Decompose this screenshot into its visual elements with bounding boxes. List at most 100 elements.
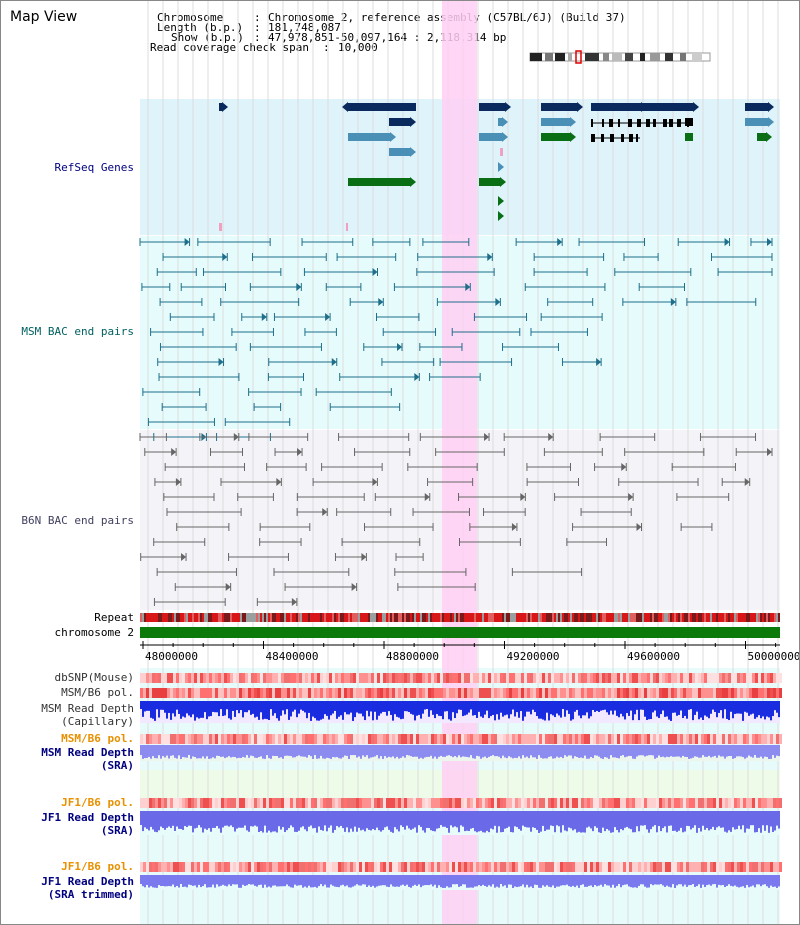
jf1-polymorphism-cell (470, 798, 473, 808)
msm-capillary-depth-bar (166, 701, 168, 719)
msm-polymorphism-cell (419, 688, 422, 698)
jf1-polymorphism-cell (149, 862, 152, 872)
jf1-trimmed-depth-bar (572, 875, 574, 886)
msm-capillary-depth-bar (656, 701, 658, 717)
jf1-polymorphism-cell (341, 798, 344, 808)
refseq-gene[interactable] (541, 133, 570, 141)
repeat-element (676, 613, 678, 622)
jf1-polymorphism-cell (185, 862, 188, 872)
msm-polymorphism-cell (377, 688, 380, 698)
msm-sra-depth-bar (442, 745, 444, 757)
refseq-gene[interactable] (348, 103, 416, 111)
msm-polymorphism-cell (749, 734, 752, 744)
msm-polymorphism-cell (329, 734, 332, 744)
msm-sra-depth-bar (484, 745, 486, 757)
refseq-gene[interactable] (389, 148, 410, 156)
gene-strand-arrow (768, 117, 774, 127)
bac-end-arrow (397, 343, 403, 351)
msm-polymorphism-cell (494, 688, 497, 698)
dbsnp-density-cell (146, 673, 149, 683)
msm-capillary-depth-bar (420, 701, 422, 719)
dbsnp-density-cell (425, 673, 428, 683)
repeat-element (354, 613, 356, 622)
selected-region-highlight[interactable] (442, 0, 477, 925)
refseq-gene[interactable] (389, 118, 410, 126)
refseq-gene[interactable] (500, 148, 503, 156)
refseq-gene[interactable] (219, 103, 222, 111)
jf1-sra-depth-bar (294, 811, 296, 832)
refseq-gene[interactable] (479, 103, 505, 111)
dbsnp-density-cell (716, 673, 719, 683)
jf1-sra-depth-bar (652, 811, 654, 827)
dbsnp-density-cell (359, 673, 362, 683)
msm-polymorphism-cell (383, 688, 386, 698)
msm-sra-depth-bar (356, 745, 358, 758)
msm-sra-depth-bar (180, 745, 182, 759)
repeat-element (452, 613, 454, 622)
refseq-gene[interactable] (541, 103, 577, 111)
refseq-gene[interactable] (348, 133, 390, 141)
jf1-polymorphism-cell (311, 798, 314, 808)
msm-capillary-depth-bar (776, 701, 778, 713)
dbsnp-density-cell (767, 673, 770, 683)
repeat-element (680, 613, 682, 622)
refseq-gene[interactable] (745, 103, 768, 111)
msm-polymorphism-cell (158, 734, 161, 744)
refseq-gene[interactable] (348, 178, 410, 186)
bac-end-arrow (767, 448, 772, 456)
jf1-sra-depth-bar (582, 811, 584, 833)
jf1-polymorphism-cell (356, 798, 359, 808)
repeat-element (600, 613, 602, 622)
msm-sra-depth-bar (700, 745, 702, 758)
chromosome-bar[interactable] (140, 627, 780, 638)
repeat-element (278, 613, 280, 622)
refseq-gene[interactable] (757, 133, 766, 141)
msm-sra-depth-bar (240, 745, 242, 759)
refseq-gene[interactable] (498, 118, 502, 126)
refseq-gene[interactable] (745, 118, 768, 126)
msm-sra-depth-bar (188, 745, 190, 756)
refseq-gene[interactable] (642, 103, 693, 111)
jf1-polymorphism-cell (275, 862, 278, 872)
jf1-polymorphism-cell (158, 862, 161, 872)
msm-polymorphism-cell (227, 688, 230, 698)
refseq-gene[interactable] (591, 103, 641, 111)
msm-sra-depth-bar (720, 745, 722, 757)
dbsnp-density-cell (704, 673, 707, 683)
repeat-element (622, 613, 624, 622)
jf1-polymorphism-cell (245, 862, 248, 872)
bac-end-arrow (331, 358, 337, 366)
jf1-trimmed-depth-bar (768, 875, 770, 888)
jf1-polymorphism-cell (260, 798, 263, 808)
repeat-element (550, 613, 552, 622)
dbsnp-density-cell (218, 673, 221, 683)
msm-polymorphism-cell (575, 734, 578, 744)
msm-polymorphism-cell (590, 688, 593, 698)
msm-sra-depth-bar (184, 745, 186, 758)
msm-polymorphism-cell (158, 688, 161, 698)
msm-polymorphism-cell (338, 688, 341, 698)
refseq-gene[interactable] (219, 223, 222, 231)
info-length-value: 181,748,087 (268, 21, 341, 34)
axis-tick-label: 49200000 (507, 650, 560, 663)
msm-capillary-depth-bar (570, 701, 572, 721)
jf1-polymorphism-cell (254, 862, 257, 872)
jf1-polymorphism-cell (371, 862, 374, 872)
jf1-polymorphism-cell (146, 862, 149, 872)
jf1-trimmed-depth-bar (502, 875, 504, 887)
gene-exon (602, 119, 604, 127)
refseq-gene[interactable] (541, 118, 570, 126)
msm-polymorphism-cell (326, 734, 329, 744)
refseq-gene[interactable] (346, 223, 348, 231)
repeat-element (338, 613, 340, 622)
repeat-element (296, 613, 298, 622)
jf1-polymorphism-cell (191, 798, 194, 808)
refseq-gene[interactable] (479, 133, 502, 141)
jf1-polymorphism-cell (359, 798, 362, 808)
dbsnp-density-cell (560, 673, 563, 683)
msm-capillary-depth-bar (626, 701, 628, 714)
msm-polymorphism-cell (338, 734, 341, 744)
repeat-element (380, 613, 382, 622)
refseq-gene[interactable] (479, 178, 500, 186)
